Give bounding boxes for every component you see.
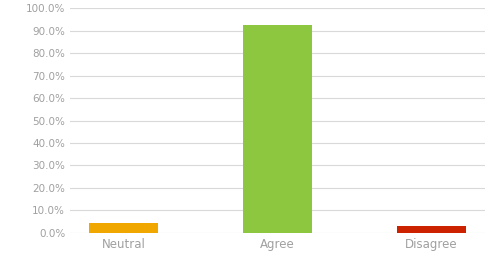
Bar <box>89 223 158 233</box>
Bar <box>243 25 312 233</box>
Bar <box>397 226 466 233</box>
